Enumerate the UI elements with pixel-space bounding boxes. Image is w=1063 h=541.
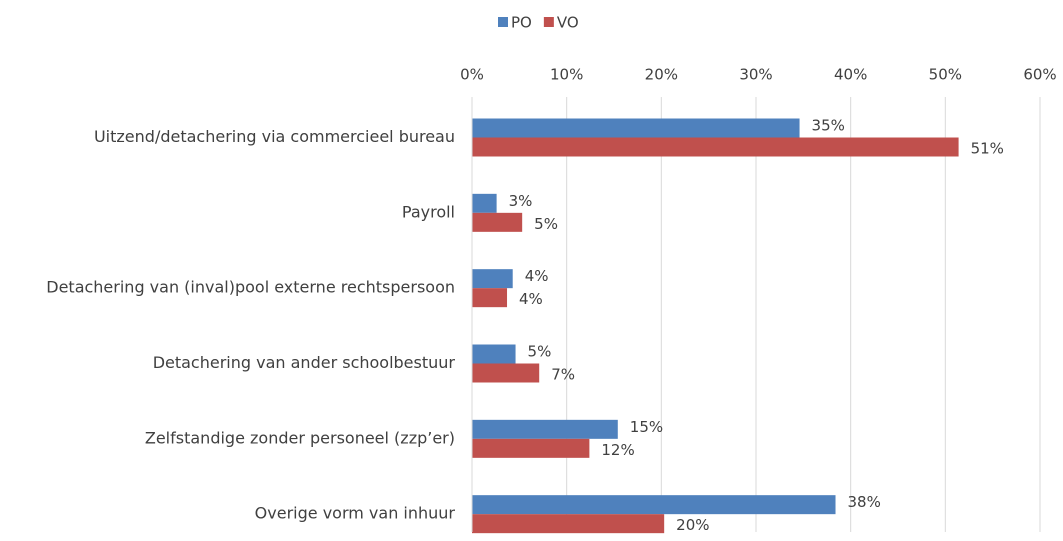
y-tick-label: Detachering van (inval)pool externe rech… xyxy=(46,278,455,297)
x-tick-label: 10% xyxy=(550,66,583,84)
data-label: 20% xyxy=(676,516,709,534)
bar xyxy=(472,438,590,458)
bar xyxy=(472,363,540,383)
data-label: 51% xyxy=(971,140,1004,158)
bar xyxy=(472,495,836,515)
data-label: 35% xyxy=(812,117,845,135)
legend-swatch xyxy=(498,17,508,27)
data-label: 7% xyxy=(551,366,575,384)
x-tick-label: 40% xyxy=(834,66,867,84)
bar xyxy=(472,137,959,157)
bar xyxy=(472,212,523,232)
bar xyxy=(472,269,513,289)
bar xyxy=(472,118,800,138)
data-label: 5% xyxy=(528,343,552,361)
bar xyxy=(472,193,497,213)
data-label: 15% xyxy=(630,418,663,436)
x-tick-label: 20% xyxy=(645,66,678,84)
bar xyxy=(472,514,665,534)
legend-label: PO xyxy=(511,14,532,32)
x-tick-label: 30% xyxy=(739,66,772,84)
bar xyxy=(472,288,508,308)
y-tick-label: Payroll xyxy=(402,202,455,221)
data-label: 4% xyxy=(519,290,543,308)
bar xyxy=(472,419,618,439)
bar xyxy=(472,344,516,364)
data-label: 38% xyxy=(848,493,881,511)
data-label: 3% xyxy=(509,192,533,210)
y-tick-label: Zelfstandige zonder personeel (zzp’er) xyxy=(145,428,455,447)
data-label: 12% xyxy=(601,441,634,459)
legend-label: VO xyxy=(557,14,579,32)
y-tick-label: Detachering van ander schoolbestuur xyxy=(153,353,456,372)
y-tick-label: Uitzend/detachering via commercieel bure… xyxy=(94,127,455,146)
data-label: 5% xyxy=(534,215,558,233)
legend-swatch xyxy=(543,17,554,27)
x-tick-label: 50% xyxy=(929,66,962,84)
x-tick-label: 60% xyxy=(1023,66,1056,84)
x-tick-label: 0% xyxy=(460,66,484,84)
data-label: 4% xyxy=(525,267,549,285)
y-tick-label: Overige vorm van inhuur xyxy=(255,504,456,523)
